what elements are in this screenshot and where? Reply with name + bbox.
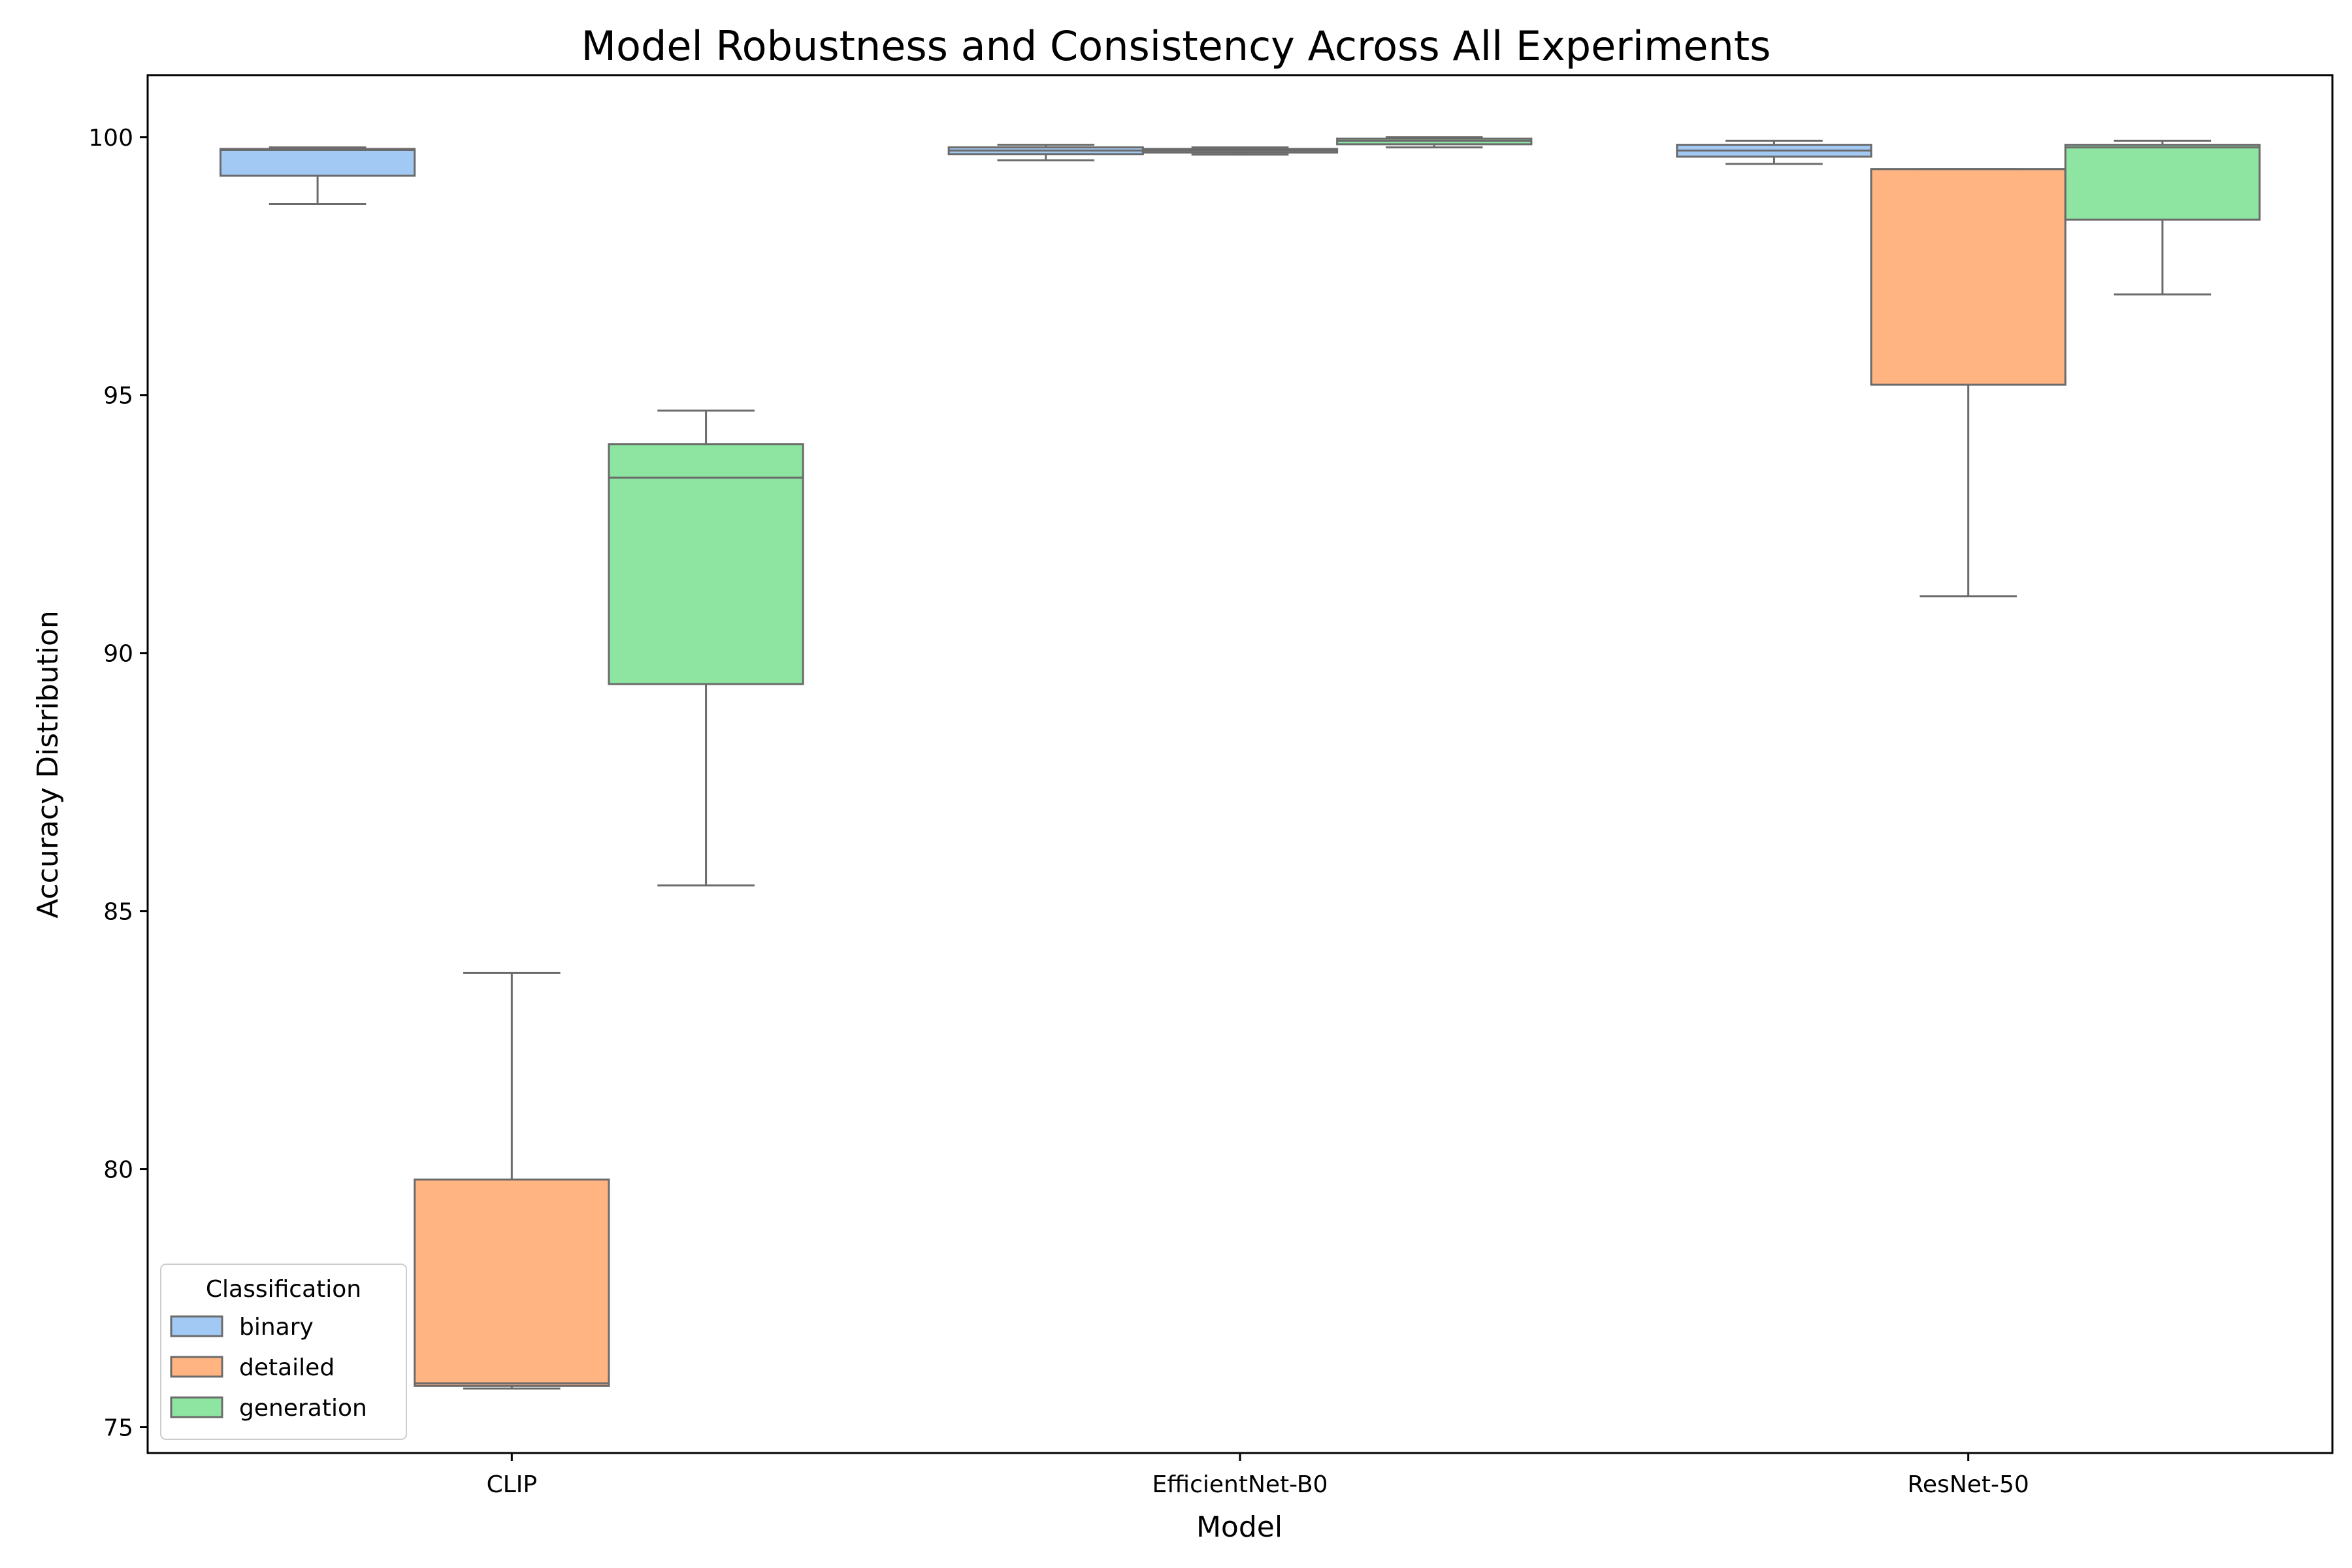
boxes-layer [219,136,2261,1390]
legend-label-detailed: detailed [239,1354,335,1381]
box-detailed-EfficientNet-B0 [1141,146,1339,156]
box-iqr [2064,144,2261,221]
legend-swatch-generation [170,1396,223,1418]
plot-area-frame [146,74,2334,1454]
box-binary-ResNet-50 [1676,139,1872,165]
y-tick-label: 100 [88,125,133,152]
box-generation-EfficientNet-B0 [1336,136,1533,149]
box-detailed-ResNet-50 [1870,168,2066,598]
y-tick-label: 80 [103,1157,133,1184]
legend-swatch-binary [170,1315,223,1337]
legend: Classification binary detailed generation [160,1264,407,1440]
x-axis-label: Model [1196,1511,1282,1544]
box-detailed-CLIP [414,972,610,1390]
legend-frame [160,1264,407,1440]
ticks-layer: 75 80 85 90 95 100 CLIP EfficientNet-B0 ResNet-5… [88,125,2029,1498]
box-iqr [414,1178,610,1387]
x-tick-label: ResNet-50 [1908,1471,2029,1498]
y-tick-label: 95 [103,383,133,410]
x-tick-label: EfficientNet-B0 [1152,1471,1328,1498]
x-tick-label: CLIP [487,1471,538,1498]
legend-swatch-detailed [170,1356,223,1378]
y-tick-label: 85 [103,899,133,926]
legend-label-generation: generation [239,1395,367,1422]
box-generation-CLIP [608,409,804,887]
legend-title: Classification [206,1276,361,1303]
box-iqr [219,148,416,177]
box-generation-ResNet-50 [2064,139,2261,296]
box-binary-EfficientNet-B0 [947,144,1144,161]
box-iqr [608,443,804,685]
box-iqr [1870,168,2066,386]
y-tick-label: 75 [103,1415,133,1442]
legend-label-binary: binary [239,1314,314,1341]
box-binary-CLIP [219,146,416,205]
chart-title: Model Robustness and Consistency Across … [581,22,1771,70]
y-tick-label: 90 [103,641,133,668]
y-axis-label: Accuracy Distribution [31,610,65,919]
